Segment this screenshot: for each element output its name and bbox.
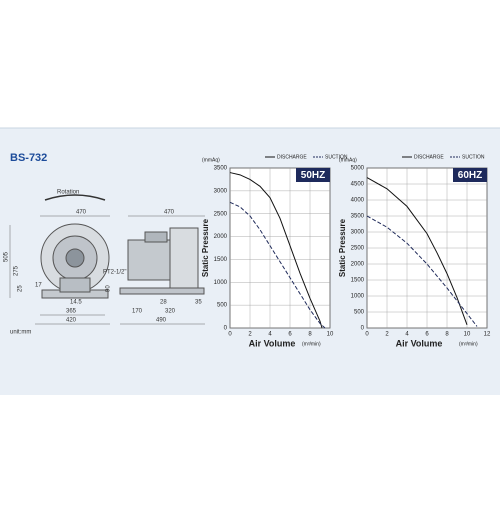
y-tick-label: 1000: [214, 280, 228, 286]
dimension-label: 275: [14, 265, 20, 276]
y-tick-label: 3500: [351, 214, 365, 220]
x-tick-label: 12: [484, 332, 491, 338]
x-tick-label: 10: [464, 332, 471, 338]
y-tick-label: 1500: [351, 278, 365, 284]
x-tick-label: 4: [405, 332, 409, 338]
x-tick-label: 8: [308, 332, 312, 338]
dimension-label: 170: [132, 309, 143, 315]
x-tick-label: 4: [268, 332, 272, 338]
legend-label: DISCHARGE: [277, 154, 307, 160]
y-tick-label: 4000: [351, 198, 365, 204]
x-tick-label: 2: [385, 332, 389, 338]
legend-label: DISCHARGE: [414, 154, 444, 160]
legend-label: SUCTION: [462, 154, 485, 160]
x-tick-label: 10: [327, 332, 334, 338]
x-unit: (m³/min): [302, 341, 321, 347]
front-view: [40, 223, 110, 299]
model-title: BS-732: [10, 152, 47, 164]
y-tick-label: 2000: [214, 234, 228, 240]
y-axis-label: Static Pressure: [201, 218, 210, 277]
dimension-label: 90: [106, 285, 112, 292]
y-tick-label: 5000: [351, 166, 365, 172]
x-axis-label: Air Volume: [396, 338, 443, 348]
dimension-label: 505: [4, 251, 10, 262]
dimension-label: 470: [164, 210, 175, 216]
legend-label: SUCTION: [325, 154, 348, 160]
curve: [229, 201, 326, 329]
dimension-label: Rotation: [57, 190, 79, 196]
x-tick-label: 8: [445, 332, 449, 338]
y-tick-label: 1000: [351, 294, 365, 300]
curve: [229, 172, 323, 329]
y-tick-label: 3000: [214, 188, 228, 194]
curve: [366, 215, 478, 327]
badge-box: [453, 168, 487, 182]
badge: 50HZ: [301, 170, 325, 181]
x-tick-label: 6: [425, 332, 429, 338]
x-tick-label: 6: [288, 332, 292, 338]
y-tick-label: 2500: [351, 246, 365, 252]
y-tick-label: 3000: [351, 230, 365, 236]
dimension-label: PT2-1/2": [103, 270, 126, 276]
x-axis-label: Air Volume: [249, 338, 296, 348]
x-tick-label: 0: [228, 332, 232, 338]
dimension-label: 14.5: [70, 300, 82, 306]
dimension-lines: [9, 215, 205, 325]
x-unit: (m³/min): [459, 341, 478, 347]
y-tick-label: 500: [217, 303, 228, 309]
y-tick-label: 2500: [214, 211, 228, 217]
badge: 60HZ: [458, 170, 482, 181]
y-tick-label: 3500: [214, 166, 228, 172]
y-tick-label: 4500: [351, 182, 365, 188]
y-unit: (mmAq): [202, 157, 220, 163]
y-axis-label: Static Pressure: [338, 218, 347, 277]
y-tick-label: 0: [224, 326, 228, 332]
y-tick-label: 2000: [351, 262, 365, 268]
dimension-label: 17: [35, 283, 42, 289]
badge-box: [296, 168, 330, 182]
dimension-label: 470: [76, 210, 87, 216]
y-tick-label: 0: [361, 326, 365, 332]
dimension-label: unit:mm: [10, 330, 31, 336]
curve: [366, 177, 468, 325]
x-tick-label: 0: [365, 332, 369, 338]
dimension-label: 420: [66, 318, 77, 324]
x-tick-label: 2: [248, 332, 252, 338]
y-unit: (mmAq): [339, 157, 357, 163]
dimension-label: 35: [195, 300, 202, 306]
dimension-label: 490: [156, 318, 167, 324]
y-tick-label: 500: [354, 310, 365, 316]
rotation-arrow: [44, 194, 106, 201]
dimension-label: 320: [165, 309, 176, 315]
y-tick-label: 1500: [214, 257, 228, 263]
dimension-label: 28: [160, 300, 167, 306]
plot-area: [229, 167, 331, 329]
dimension-label: 365: [66, 309, 77, 315]
dimension-label: 25: [18, 285, 24, 292]
side-view: [119, 227, 205, 295]
